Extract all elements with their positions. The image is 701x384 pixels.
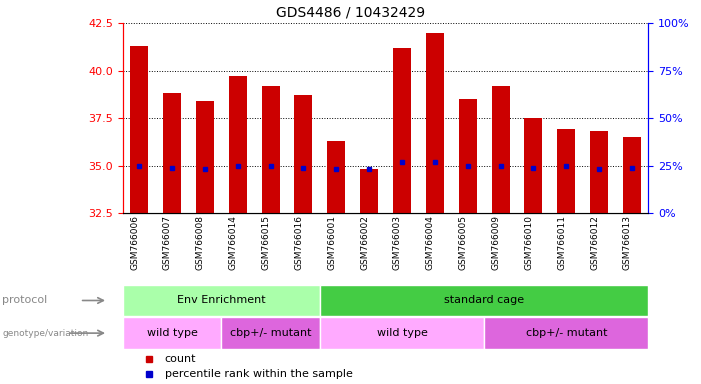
Bar <box>320 285 648 316</box>
Text: GSM766015: GSM766015 <box>261 215 271 270</box>
Text: GSM766013: GSM766013 <box>623 215 632 270</box>
Bar <box>222 318 320 349</box>
Text: GSM766003: GSM766003 <box>393 215 402 270</box>
Bar <box>557 129 576 213</box>
Text: Env Enrichment: Env Enrichment <box>177 295 266 306</box>
Text: GSM766011: GSM766011 <box>557 215 566 270</box>
Text: wild type: wild type <box>147 328 198 338</box>
Text: GSM766010: GSM766010 <box>524 215 533 270</box>
Text: percentile rank within the sample: percentile rank within the sample <box>165 369 353 379</box>
Text: GSM766004: GSM766004 <box>426 215 435 270</box>
Text: GSM766014: GSM766014 <box>229 215 238 270</box>
Bar <box>320 318 484 349</box>
Text: count: count <box>165 354 196 364</box>
Bar <box>130 46 148 213</box>
Text: GSM766008: GSM766008 <box>196 215 205 270</box>
Text: GSM766016: GSM766016 <box>294 215 304 270</box>
Bar <box>426 33 444 213</box>
Bar <box>163 93 181 213</box>
Text: cbp+/- mutant: cbp+/- mutant <box>230 328 311 338</box>
Text: GSM766006: GSM766006 <box>130 215 139 270</box>
Text: GSM766009: GSM766009 <box>491 215 501 270</box>
Bar <box>123 285 320 316</box>
Bar <box>327 141 346 213</box>
Text: GSM766005: GSM766005 <box>458 215 468 270</box>
Text: standard cage: standard cage <box>444 295 524 306</box>
Text: cbp+/- mutant: cbp+/- mutant <box>526 328 607 338</box>
Text: GSM766001: GSM766001 <box>327 215 336 270</box>
Bar <box>196 101 214 213</box>
Bar <box>261 86 280 213</box>
Bar <box>393 48 411 213</box>
Bar <box>623 137 641 213</box>
Text: protocol: protocol <box>3 295 48 306</box>
Text: GSM766007: GSM766007 <box>163 215 172 270</box>
Bar <box>491 86 510 213</box>
Bar <box>524 118 543 213</box>
Text: GSM766002: GSM766002 <box>360 215 369 270</box>
Bar <box>294 95 313 213</box>
Text: genotype/variation: genotype/variation <box>3 329 89 338</box>
Text: GDS4486 / 10432429: GDS4486 / 10432429 <box>276 6 425 20</box>
Bar <box>458 99 477 213</box>
Bar <box>360 169 378 213</box>
Text: GSM766012: GSM766012 <box>590 215 599 270</box>
Bar <box>229 76 247 213</box>
Bar <box>123 318 222 349</box>
Bar <box>484 318 648 349</box>
Text: wild type: wild type <box>376 328 428 338</box>
Bar <box>590 131 608 213</box>
